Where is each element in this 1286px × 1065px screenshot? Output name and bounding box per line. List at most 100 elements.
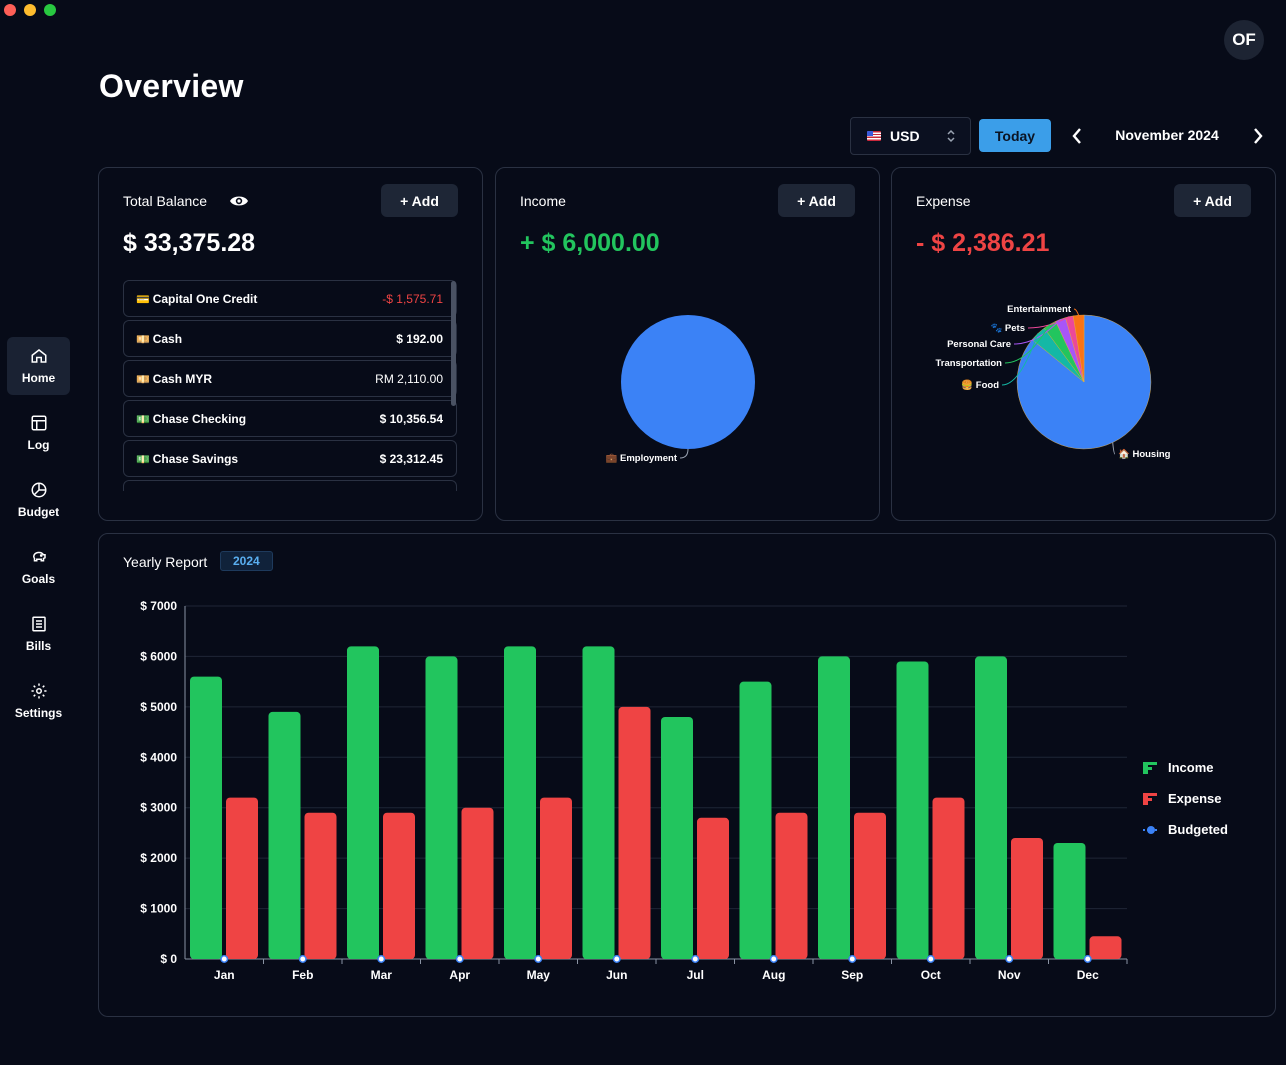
bar-expense-aug[interactable] — [775, 812, 808, 959]
bar-expense-dec[interactable] — [1089, 936, 1122, 959]
legend-item-income[interactable]: Income — [1143, 752, 1228, 783]
x-tick-label: Jun — [606, 968, 627, 982]
bar-income-nov[interactable] — [975, 656, 1007, 959]
budgeted-point-aug[interactable] — [769, 955, 778, 963]
bar-income-may[interactable] — [504, 646, 536, 959]
y-tick-label: $ 4000 — [140, 750, 177, 764]
pie-leader-line — [1013, 318, 1061, 345]
add-account-button[interactable]: + Add — [381, 184, 458, 217]
bar-income-aug[interactable] — [739, 681, 772, 959]
account-list-scrollbar[interactable] — [451, 281, 456, 406]
bar-expense-sep[interactable] — [854, 812, 886, 959]
budgeted-point-dec[interactable] — [1083, 955, 1092, 963]
pie-leader-line — [1112, 442, 1116, 455]
bar-expense-nov[interactable] — [1011, 837, 1043, 959]
bar-income-apr[interactable] — [425, 656, 458, 959]
pie-label: 🏠 Housing — [1118, 448, 1171, 460]
pie-leader-line — [1073, 308, 1080, 316]
previous-month-button[interactable] — [1066, 125, 1088, 147]
sidebar-item-budget[interactable]: Budget — [7, 471, 70, 529]
bar-income-feb[interactable] — [268, 711, 301, 959]
bar-expense-oct[interactable] — [932, 797, 965, 959]
table-icon — [31, 415, 46, 431]
pie-leader-line — [1001, 333, 1039, 386]
total-balance-amount: $ 33,375.28 — [123, 229, 256, 257]
sidebar-item-goals[interactable]: Goals — [7, 538, 70, 596]
bar-income-jan[interactable] — [190, 676, 222, 959]
legend-label: Expense — [1168, 791, 1222, 806]
sidebar-item-settings[interactable]: Settings — [7, 672, 70, 730]
bar-expense-jan[interactable] — [226, 797, 258, 959]
bar-expense-feb[interactable] — [304, 812, 337, 959]
close-window-button[interactable] — [4, 4, 16, 16]
bar-income-mar[interactable] — [347, 646, 379, 959]
pie-slice-employment[interactable] — [621, 315, 755, 449]
receipt-icon — [31, 616, 46, 632]
sidebar-item-label: Bills — [25, 639, 52, 653]
account-row[interactable]: 💳 Capital One Credit -$ 1,575.71 — [123, 280, 457, 317]
account-list[interactable]: 💳 Capital One Credit -$ 1,575.71 💴 Cash $ … — [123, 280, 457, 491]
currency-select[interactable]: USD — [850, 117, 971, 155]
bar-income-jul[interactable] — [661, 716, 693, 959]
account-amount: $ 23,312.45 — [379, 451, 443, 466]
bar-expense-jul[interactable] — [697, 817, 729, 959]
budgeted-point-nov[interactable] — [1005, 955, 1014, 963]
account-row[interactable]: 💵 Chase Savings $ 23,312.45 — [123, 440, 457, 477]
add-income-button[interactable]: + Add — [778, 184, 855, 217]
bar-expense-may[interactable] — [540, 797, 572, 959]
budgeted-point-jan[interactable] — [220, 955, 229, 963]
account-name: Chase Savings — [152, 451, 239, 466]
account-row[interactable]: 💴 Cash $ 192.00 — [123, 320, 457, 357]
budgeted-point-may[interactable] — [534, 955, 543, 963]
minimize-window-button[interactable] — [24, 4, 36, 16]
account-name: Cash MYR — [152, 371, 213, 386]
budgeted-point-mar[interactable] — [377, 955, 386, 963]
sidebar-item-home[interactable]: Home — [7, 337, 70, 395]
expense-amount: - $ 2,386.21 — [916, 229, 1050, 257]
card-title: Yearly Report — [123, 554, 208, 570]
bar-expense-mar[interactable] — [383, 812, 415, 959]
zoom-window-button[interactable] — [44, 4, 56, 16]
year-badge[interactable]: 2024 — [220, 551, 273, 571]
budgeted-point-oct[interactable] — [926, 955, 935, 963]
bar-expense-apr[interactable] — [461, 807, 494, 959]
chevron-left-icon — [1072, 128, 1081, 144]
chevron-up-down-icon — [947, 129, 955, 143]
expense-pie-chart[interactable]: Entertainment 🐾 Pets Personal Care Transpor… — [892, 168, 1277, 522]
account-row[interactable]: 💴 Cash MYR RM 2,110.00 — [123, 360, 457, 397]
expense-legend-icon — [1143, 792, 1157, 805]
budgeted-point-feb[interactable] — [298, 955, 307, 963]
legend-label: Budgeted — [1168, 822, 1228, 837]
income-pie-chart[interactable]: 💼 Employment — [496, 168, 881, 522]
sidebar-item-log[interactable]: Log — [7, 404, 70, 462]
credit-card-icon: 💳 — [136, 293, 150, 306]
legend-item-expense[interactable]: Expense — [1143, 783, 1228, 814]
bar-income-oct[interactable] — [896, 661, 929, 959]
today-button[interactable]: Today — [979, 119, 1051, 152]
bar-income-jun[interactable] — [582, 646, 615, 959]
user-avatar[interactable]: OF — [1224, 20, 1264, 60]
bar-income-sep[interactable] — [818, 656, 850, 959]
pie-label: Personal Care — [947, 339, 1011, 350]
next-month-button[interactable] — [1247, 125, 1269, 147]
y-tick-label: $ 5000 — [140, 700, 177, 714]
chart-legend: Income Expense Budgeted — [1143, 752, 1228, 845]
x-tick-label: Dec — [1077, 968, 1099, 982]
bar-expense-jun[interactable] — [618, 706, 651, 959]
y-tick-label: $ 2000 — [140, 851, 177, 865]
legend-item-budgeted[interactable]: Budgeted — [1143, 814, 1228, 845]
add-expense-button[interactable]: + Add — [1174, 184, 1251, 217]
x-tick-label: Apr — [449, 968, 470, 982]
account-row[interactable]: 💵 Chase Checking $ 10,356.54 — [123, 400, 457, 437]
account-row-partial[interactable] — [123, 480, 457, 491]
account-amount: $ 10,356.54 — [379, 411, 443, 426]
sidebar-item-label: Settings — [14, 706, 63, 720]
budgeted-point-jul[interactable] — [691, 955, 700, 963]
bar-income-dec[interactable] — [1053, 843, 1086, 959]
budgeted-point-apr[interactable] — [455, 955, 464, 963]
sidebar-item-bills[interactable]: Bills — [7, 605, 70, 663]
budgeted-point-sep[interactable] — [848, 955, 857, 963]
budgeted-point-jun[interactable] — [612, 955, 621, 963]
sidebar-item-label: Goals — [21, 572, 56, 586]
eye-icon[interactable] — [229, 194, 249, 208]
